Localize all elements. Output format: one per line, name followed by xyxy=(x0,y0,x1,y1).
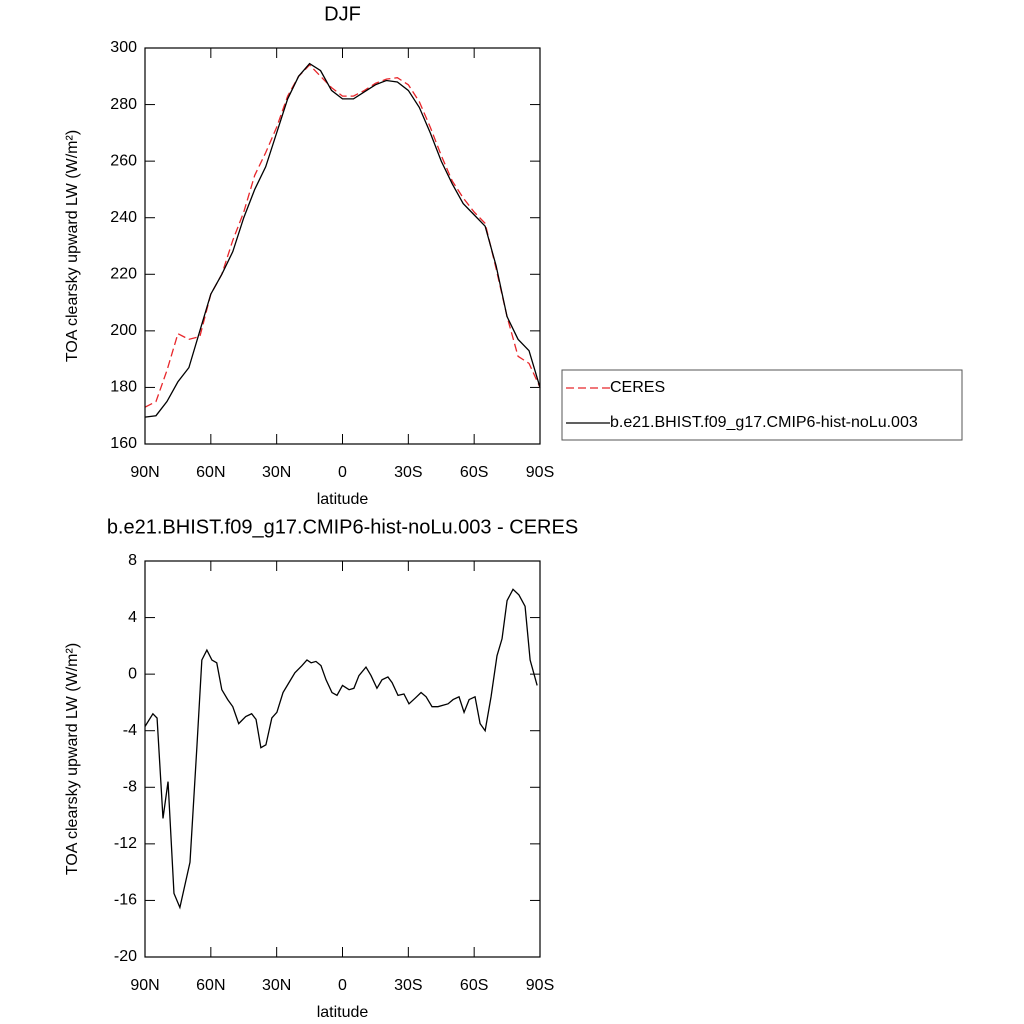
plot-frame xyxy=(144,47,541,445)
x-tick-label: 0 xyxy=(338,977,347,994)
y-tick-label: -20 xyxy=(114,948,137,965)
y-tick-label: 260 xyxy=(110,152,137,169)
x-tick-label: 30N xyxy=(262,464,291,481)
y-tick-label: -12 xyxy=(114,835,137,852)
x-tick-label: 30S xyxy=(394,464,422,481)
y-axis-label: TOA clearsky upward LW (W/m²) xyxy=(64,130,81,362)
chart-title: DJF xyxy=(324,3,361,25)
y-tick-label: 200 xyxy=(110,322,137,339)
data-line xyxy=(144,62,541,418)
legend-label: b.e21.BHIST.f09_g17.CMIP6-hist-noLu.003 xyxy=(610,414,918,431)
y-tick-label: -8 xyxy=(123,779,137,796)
x-tick-label: 60N xyxy=(196,464,225,481)
y-tick-label: 220 xyxy=(110,266,137,283)
y-tick-label: -4 xyxy=(123,722,137,739)
x-axis-label: latitude xyxy=(317,491,369,508)
legend-box xyxy=(561,369,963,441)
x-tick-label: 60N xyxy=(196,977,225,994)
data-line xyxy=(144,588,538,910)
chart-title: b.e21.BHIST.f09_g17.CMIP6-hist-noLu.003 … xyxy=(107,516,578,538)
x-axis-label: latitude xyxy=(317,1004,369,1021)
x-tick-label: 60S xyxy=(460,464,488,481)
x-tick-label: 30N xyxy=(262,977,291,994)
x-tick-label: 30S xyxy=(394,977,422,994)
x-tick-label: 90S xyxy=(526,977,554,994)
data-line xyxy=(144,64,541,408)
x-tick-label: 90N xyxy=(130,464,159,481)
y-tick-label: 0 xyxy=(128,665,137,682)
plot-frame xyxy=(144,560,541,958)
y-tick-label: 180 xyxy=(110,379,137,396)
y-tick-label: 300 xyxy=(110,39,137,56)
x-tick-label: 90S xyxy=(526,464,554,481)
y-tick-label: 160 xyxy=(110,435,137,452)
y-tick-label: 280 xyxy=(110,96,137,113)
y-axis-label: TOA clearsky upward LW (W/m²) xyxy=(64,643,81,875)
x-tick-label: 60S xyxy=(460,977,488,994)
y-tick-label: 8 xyxy=(128,552,137,569)
y-tick-label: -16 xyxy=(114,892,137,909)
x-tick-label: 90N xyxy=(130,977,159,994)
y-tick-label: 4 xyxy=(128,609,137,626)
y-tick-label: 240 xyxy=(110,209,137,226)
legend-label: CERES xyxy=(610,379,665,396)
x-tick-label: 0 xyxy=(338,464,347,481)
